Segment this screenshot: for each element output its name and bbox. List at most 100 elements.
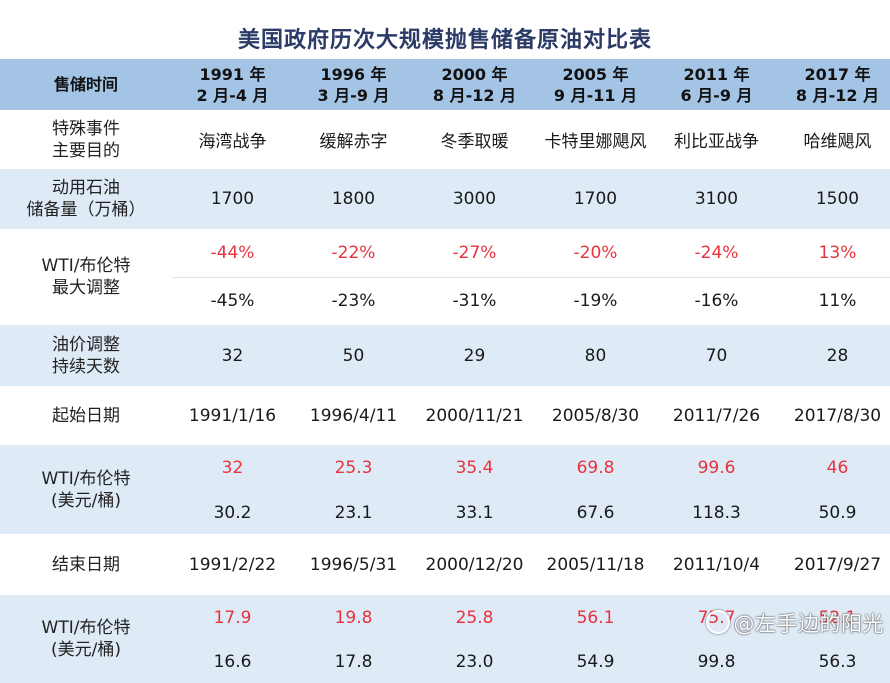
label-line: 最大调整 — [52, 278, 120, 298]
row-label-start-date: 起始日期 — [0, 386, 172, 445]
row-label-volume: 动用石油 储备量（万桶） — [0, 169, 172, 229]
cell-days: 28 — [777, 325, 890, 386]
cell-start-price-wti: 25.3 — [293, 445, 414, 491]
row-event: 特殊事件 主要目的 海湾战争 缓解赤字 冬季取暖 卡特里娜飓风 利比亚战争 哈维飓… — [0, 110, 890, 169]
cell-end-price-brent: 56.3 — [777, 641, 890, 683]
period-range: 6 月-9 月 — [680, 85, 753, 105]
cell-end-price-wti: 19.8 — [293, 595, 414, 641]
watermark-text: @左手边的阳光 — [733, 612, 884, 636]
cell-volume: 1700 — [535, 169, 656, 229]
cell-end-date: 1996/5/31 — [293, 534, 414, 595]
table-title: 美国政府历次大规模抛售储备原油对比表 — [237, 28, 652, 53]
cell-end-price-wti: 17.9 — [172, 595, 293, 641]
row-label-end-price: WTI/布伦特 (美元/桶) — [0, 595, 172, 683]
period-range: 8 月-12 月 — [795, 85, 880, 105]
cell-max-adj-wti: -20% — [535, 229, 656, 277]
cell-volume: 1500 — [777, 169, 890, 229]
row-end-date: 结束日期 1991/2/22 1996/5/31 2000/12/20 2005… — [0, 534, 890, 595]
label-line: 储备量（万桶） — [26, 200, 146, 220]
cell-max-adj-brent: -19% — [535, 276, 656, 325]
header-label: 售储时间 — [0, 59, 172, 110]
period-range: 8 月-12 月 — [432, 85, 517, 105]
cell-end-price-brent: 54.9 — [535, 641, 656, 683]
cell-end-price-wti: 52.1 — [777, 595, 890, 641]
cell-days: 70 — [656, 325, 777, 386]
cell-days: 32 — [172, 325, 293, 386]
cell-end-date: 2005/11/18 — [535, 534, 656, 595]
row-end-price-wti: WTI/布伦特 (美元/桶) 17.9 19.8 25.8 56.1 75.7 5… — [0, 595, 890, 683]
period-range: 2 月-4 月 — [196, 85, 269, 105]
cell-max-adj-brent: -45% — [172, 276, 293, 325]
label-line: (美元/桶) — [51, 640, 121, 660]
period-year: 1991 年 — [199, 64, 266, 84]
period-year: 1996 年 — [320, 64, 387, 84]
cell-event: 海湾战争 — [172, 110, 293, 169]
cell-end-date: 2000/12/20 — [414, 534, 535, 595]
cell-start-price-brent: 30.2 — [172, 491, 293, 534]
cell-max-adj-brent: -23% — [293, 276, 414, 325]
cell-max-adj-brent: -31% — [414, 276, 535, 325]
cell-end-price-brent: 16.6 — [172, 641, 293, 683]
cell-event: 哈维飓风 — [777, 110, 890, 169]
row-end-price-brent: 16.6 17.8 23.0 54.9 99.8 56.3 — [0, 641, 890, 683]
cell-start-price-wti: 32 — [172, 445, 293, 491]
cell-end-price-brent: 23.0 — [414, 641, 535, 683]
label-line: 动用石油 — [52, 178, 120, 198]
cell-end-date: 2017/9/27 — [777, 534, 890, 595]
cell-end-date: 2011/10/4 — [656, 534, 777, 595]
row-label-end-date: 结束日期 — [0, 534, 172, 595]
cell-max-adj-wti: -22% — [293, 229, 414, 277]
cell-end-price-wti: 25.8 — [414, 595, 535, 641]
row-days: 油价调整 持续天数 32 50 29 80 70 28 — [0, 325, 890, 386]
label-line: WTI/布伦特 — [41, 468, 131, 489]
row-volume: 动用石油 储备量（万桶） 1700 1800 3000 1700 3100 150… — [0, 169, 890, 229]
period-year: 2000 年 — [441, 64, 508, 84]
label-line: WTI/布伦特 — [41, 256, 131, 276]
cell-volume: 3100 — [656, 169, 777, 229]
cell-event: 缓解赤字 — [293, 110, 414, 169]
cell-start-price-brent: 33.1 — [414, 491, 535, 534]
cell-max-adj-brent: -16% — [656, 276, 777, 325]
cell-start-date: 1996/4/11 — [293, 386, 414, 445]
cell-start-price-brent: 67.6 — [535, 491, 656, 534]
row-label-max-adj: WTI/布伦特 最大调整 — [0, 229, 172, 325]
cell-volume: 1700 — [172, 169, 293, 229]
row-start-price-brent: 30.2 23.1 33.1 67.6 118.3 50.9 — [0, 491, 890, 534]
cell-days: 50 — [293, 325, 414, 386]
cell-start-price-wti: 99.6 — [656, 445, 777, 491]
row-max-adj-wti: WTI/布伦特 最大调整 -44% -22% -27% -20% -24% 13% — [0, 229, 890, 325]
row-label-start-price: WTI/布伦特 (美元/桶) — [0, 445, 172, 534]
label-line: (美元/桶) — [51, 490, 121, 511]
cell-start-price-wti: 69.8 — [535, 445, 656, 491]
label-line: 持续天数 — [52, 356, 120, 377]
cell-days: 80 — [535, 325, 656, 386]
period-year: 2017 年 — [804, 64, 871, 84]
row-start-price-wti: WTI/布伦特 (美元/桶) 32 25.3 35.4 69.8 99.6 46 — [0, 445, 890, 534]
cell-volume: 1800 — [293, 169, 414, 229]
cell-start-date: 2000/11/21 — [414, 386, 535, 445]
cell-days: 29 — [414, 325, 535, 386]
cell-end-price-wti: 56.1 — [535, 595, 656, 641]
cell-event: 冬季取暖 — [414, 110, 535, 169]
label-line: 油价调整 — [52, 334, 120, 355]
cell-event: 卡特里娜飓风 — [535, 110, 656, 169]
row-start-date: 起始日期 1991/1/16 1996/4/11 2000/11/21 2005… — [0, 386, 890, 445]
period-year: 2005 年 — [562, 64, 629, 84]
cell-start-price-wti: 35.4 — [414, 445, 535, 491]
cell-end-date: 1991/2/22 — [172, 534, 293, 595]
row-label-days: 油价调整 持续天数 — [0, 325, 172, 386]
period-year: 2011 年 — [683, 64, 750, 84]
watermark-logo-icon — [705, 610, 730, 634]
cell-max-adj-wti: 13% — [777, 229, 890, 277]
period-range: 3 月-9 月 — [317, 85, 390, 105]
label-line: 主要目的 — [52, 140, 120, 161]
cell-start-date: 2017/8/30 — [777, 386, 890, 445]
label-line: WTI/布伦特 — [41, 618, 131, 638]
cell-start-date: 1991/1/16 — [172, 386, 293, 445]
